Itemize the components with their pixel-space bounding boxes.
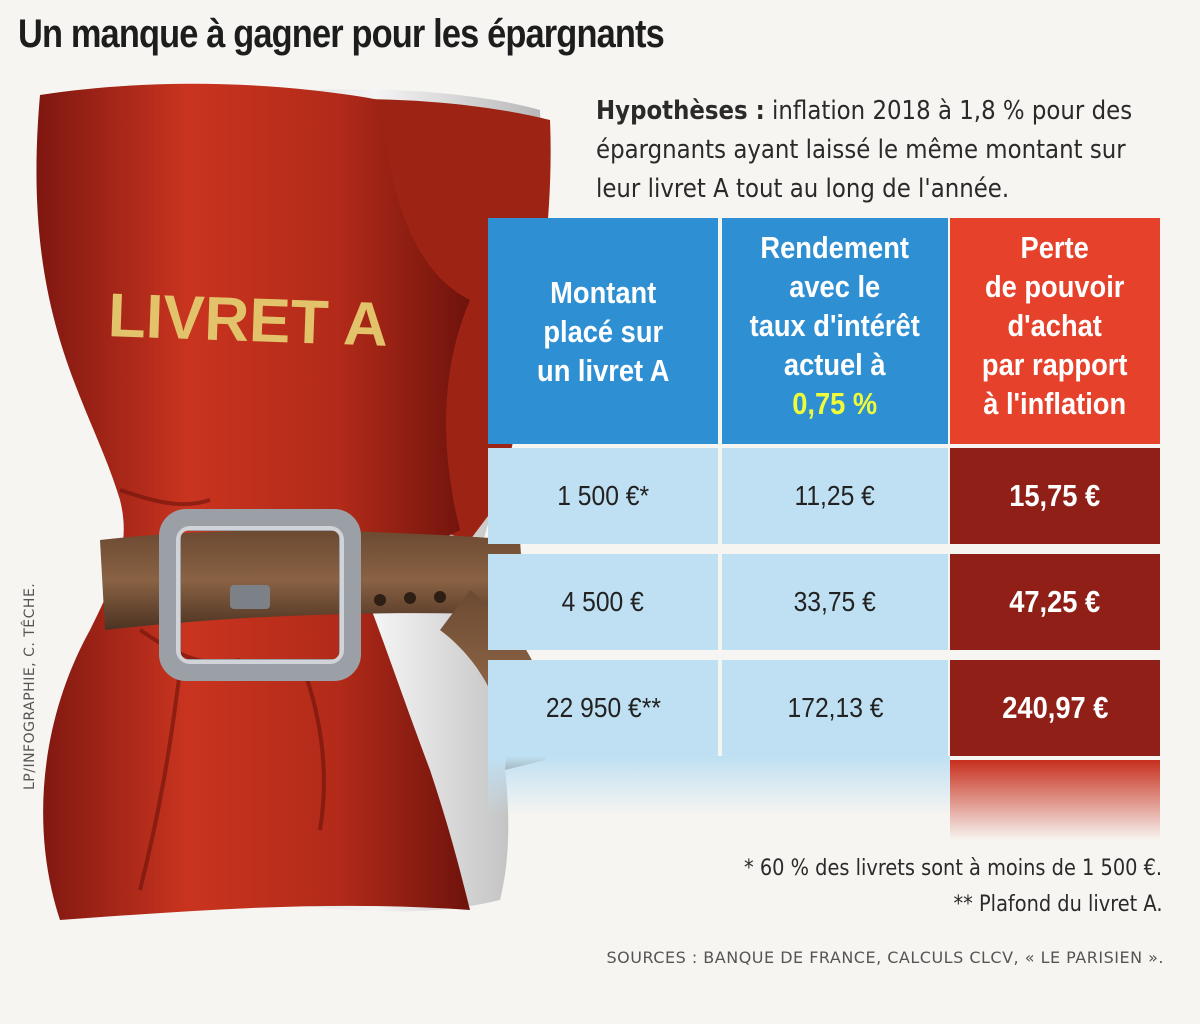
hypotheses-body: inflation 2018 à 1,8 % pour des épargnan… <box>596 96 1133 204</box>
cell-value: 4 500 € <box>561 586 645 617</box>
cell-value: 15,75 € <box>1009 478 1101 513</box>
footnote-2: ** Plafond du livret A. <box>953 892 1162 917</box>
sources-text: SOURCES : BANQUE DE FRANCE, CALCULS CLCV… <box>606 948 1164 967</box>
cell-montant-row1: 1 500 €* <box>488 448 718 544</box>
cell-montant-row3: 22 950 €** <box>488 660 718 756</box>
footnote-1: * 60 % des livrets sont à moins de 1 500… <box>743 856 1162 881</box>
cell-rendement-row1: 11,25 € <box>722 448 948 544</box>
table-fade-blue <box>488 756 950 816</box>
header-rendement: Rendement avec le taux d'intérêt actuel … <box>722 218 948 444</box>
cell-rendement-row2: 33,75 € <box>722 554 948 650</box>
livret-belt-illustration: LIVRET A <box>36 83 551 921</box>
hypotheses-text: Hypothèses : inflation 2018 à 1,8 % pour… <box>596 92 1142 209</box>
header-perte-line4: par rapport <box>982 347 1128 382</box>
cell-perte-row2: 47,25 € <box>950 554 1160 650</box>
book-label: LIVRET A <box>107 281 389 360</box>
credit-text: LP/INFOGRAPHIE, C. TÊCHE. <box>22 582 38 790</box>
front-cover-shape <box>36 83 470 921</box>
header-rendement-line1: Rendement <box>760 230 910 265</box>
cell-value: 240,97 € <box>1001 690 1109 725</box>
cell-value: 172,13 € <box>787 692 883 723</box>
header-perte: Perte de pouvoir d'achat par rapport à l… <box>950 218 1160 444</box>
header-rendement-line2: avec le <box>789 269 881 304</box>
header-rendement-line4: actuel à <box>784 347 886 382</box>
header-perte-line1: Perte <box>1020 230 1090 265</box>
cell-rendement-row3: 172,13 € <box>722 660 948 756</box>
cell-value: 47,25 € <box>1009 584 1101 619</box>
page-title: Un manque à gagner pour les épargnants <box>18 12 665 56</box>
cell-montant-row2: 4 500 € <box>488 554 718 650</box>
header-perte-line3: d'achat <box>1007 308 1103 343</box>
belt-buckle <box>159 509 361 681</box>
cell-perte-row1: 15,75 € <box>950 448 1160 544</box>
header-montant-line3: un livret A <box>536 352 670 388</box>
header-montant: Montant placé sur un livret A <box>488 218 718 444</box>
cell-value: 1 500 €* <box>557 480 649 511</box>
header-montant-line2: placé sur <box>543 313 663 349</box>
header-rendement-rate: 0,75 % <box>792 386 878 421</box>
cell-value: 22 950 €** <box>545 692 661 723</box>
header-perte-line5: à l'inflation <box>983 386 1127 421</box>
belt-strap <box>100 530 525 630</box>
header-montant-line1: Montant <box>549 274 657 310</box>
header-rendement-line3: taux d'intérêt <box>749 308 921 343</box>
cell-value: 11,25 € <box>794 480 876 511</box>
hypotheses-label: Hypothèses : <box>596 96 765 126</box>
cell-perte-row3: 240,97 € <box>950 660 1160 756</box>
cell-value: 33,75 € <box>793 586 877 617</box>
header-perte-line2: de pouvoir <box>985 269 1125 304</box>
table-fade-red <box>950 760 1160 840</box>
crease-lines <box>119 488 326 891</box>
